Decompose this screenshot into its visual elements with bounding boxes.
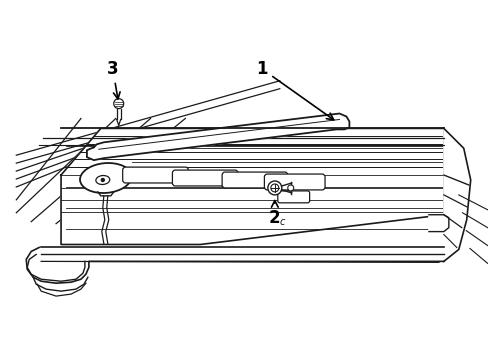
Polygon shape: [443, 129, 470, 261]
Text: c: c: [279, 217, 285, 227]
Polygon shape: [26, 247, 443, 283]
Circle shape: [267, 181, 281, 195]
Circle shape: [287, 185, 293, 191]
Polygon shape: [87, 113, 349, 160]
Circle shape: [270, 184, 278, 192]
FancyBboxPatch shape: [172, 170, 238, 186]
Circle shape: [101, 179, 104, 181]
FancyBboxPatch shape: [277, 191, 309, 203]
FancyBboxPatch shape: [222, 172, 287, 188]
Ellipse shape: [96, 176, 109, 184]
Polygon shape: [428, 215, 448, 231]
Text: 1: 1: [256, 60, 333, 120]
FancyBboxPatch shape: [122, 167, 188, 183]
Polygon shape: [61, 129, 443, 244]
Text: 2: 2: [268, 201, 280, 227]
Circle shape: [114, 99, 123, 109]
Polygon shape: [98, 192, 114, 196]
FancyBboxPatch shape: [264, 174, 325, 190]
Ellipse shape: [80, 163, 131, 193]
Text: 3: 3: [107, 60, 120, 99]
